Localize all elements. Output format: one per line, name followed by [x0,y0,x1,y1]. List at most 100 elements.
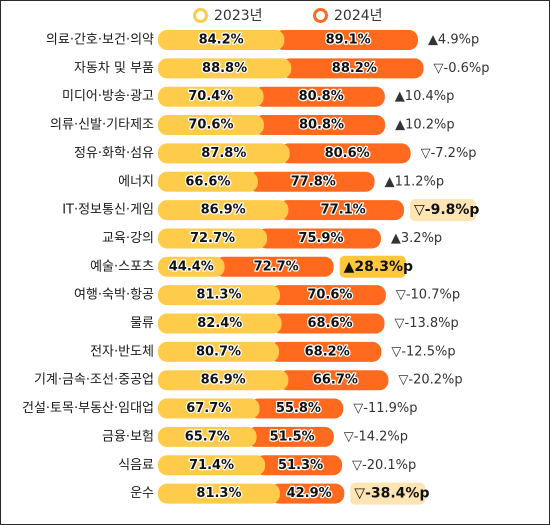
legend-2023: 2023년 [193,5,263,25]
data-label-2024: 51.5% [270,429,315,444]
change-label: ▽-9.8%p [414,202,479,218]
data-label-2023: 81.3% [196,486,241,501]
bar-2024 [274,30,418,50]
data-label-2024: 89.1% [326,33,371,48]
bar-2023 [158,285,280,306]
change-label: ▲28.3%p [344,259,413,275]
category-label: 에너지 [118,174,154,189]
data-label-2024: 42.9% [287,486,332,501]
category-label: 예술·스포츠 [90,259,154,274]
bar-2023 [158,313,282,334]
bar-2024 [271,313,385,334]
bar-2023 [158,370,289,391]
bar-2024 [249,398,344,419]
bar-2024 [278,370,389,391]
bar-2024 [247,171,375,192]
change-callout [339,255,406,278]
bar-2024 [255,455,343,476]
data-label-2024: 80.6% [325,146,370,161]
legend-2023-marker [193,7,208,23]
bar-2023 [158,86,264,107]
change-label: ▽-13.8%p [395,316,459,331]
change-callout [350,482,426,505]
data-label-2023: 80.7% [196,344,241,359]
category-label: 전자·반도체 [90,344,154,359]
change-callout [410,199,477,222]
bar-2023 [158,30,285,50]
bar-2024 [278,200,404,221]
data-label-2023: 72.7% [190,231,235,246]
data-label-2024: 77.8% [291,174,336,189]
change-label: ▽-10.7%p [396,288,460,303]
data-label-2024: 80.8% [299,118,344,133]
data-label-2023: 66.6% [185,174,230,189]
bar-2023 [158,200,289,221]
change-label: ▲3.2%p [391,231,442,246]
category-label: 의료·간호·보건·의약 [46,33,154,48]
change-label: ▽-11.9%p [353,401,417,416]
legend-2024-label: 2024년 [334,8,383,24]
data-label-2023: 70.4% [188,89,233,104]
data-label-2024: 68.6% [307,316,352,331]
bar-2024 [253,86,385,107]
bar-2024 [279,143,411,164]
bar-2024 [214,256,334,277]
data-label-2024: 55.8% [276,401,321,416]
data-label-2024: 72.7% [254,259,299,274]
bar-2024 [269,483,345,504]
bar-2023 [158,115,264,136]
data-label-2023: 44.4% [169,259,214,274]
data-label-2024: 75.9% [298,231,343,246]
category-label: 기계·금속·조선·중공업 [34,373,154,388]
category-label: 교육·강의 [102,231,154,246]
data-label-2023: 67.7% [186,401,231,416]
data-label-2023: 88.8% [202,61,247,76]
data-label-2024: 70.6% [307,288,352,303]
bar-2023 [158,398,260,419]
category-label: IT·정보통신·게임 [62,203,154,218]
data-label-2023: 82.4% [197,316,242,331]
bar-2024 [269,341,382,362]
data-label-2024: 77.1% [321,203,366,218]
bar-2024 [246,426,334,447]
category-label: 정유·화학·섬유 [74,146,154,161]
data-label-2023: 81.3% [196,288,241,303]
bar-2023 [158,483,280,504]
category-label: 금융·보험 [102,429,154,444]
data-label-2023: 71.4% [189,458,234,473]
bar-2023 [158,143,290,164]
data-label-2024: 88.2% [332,61,377,76]
data-label-2023: 65.7% [185,429,230,444]
category-label: 운수 [130,486,154,501]
legend-2024: 2024년 [313,5,383,25]
data-label-2023: 86.9% [201,203,246,218]
change-label: ▽-12.5%p [391,344,455,359]
data-label-2023: 84.2% [199,33,244,48]
change-label: ▽-20.1%p [352,458,416,473]
bar-2023 [158,455,266,476]
category-label: 식음료 [118,458,154,473]
bar-2023 [158,228,268,249]
change-label: ▲4.9%p [428,33,479,48]
change-label: ▲11.2%p [385,174,445,189]
bar-2023 [158,58,292,79]
bar-2024 [281,58,424,79]
bar-2023 [158,171,258,192]
change-label: ▽-14.2%p [344,429,408,444]
bar-2024 [269,285,386,306]
data-label-2023: 70.6% [188,118,233,133]
data-label-2024: 80.8% [299,89,344,104]
change-label: ▲10.4%p [395,89,455,104]
category-label: 자동차 및 부품 [74,61,154,76]
data-label-2024: 51.3% [278,458,323,473]
change-label: ▽-20.2%p [398,373,462,388]
category-label: 의류·신발·기타제조 [50,118,154,133]
category-label: 건설·토목·부동산·임대업 [22,401,154,416]
bar-2024 [257,228,381,249]
data-label-2024: 66.7% [313,373,358,388]
bar-2024 [253,115,386,136]
category-label: 물류 [130,316,154,331]
bar-2023 [158,426,257,447]
data-label-2023: 87.8% [201,146,246,161]
